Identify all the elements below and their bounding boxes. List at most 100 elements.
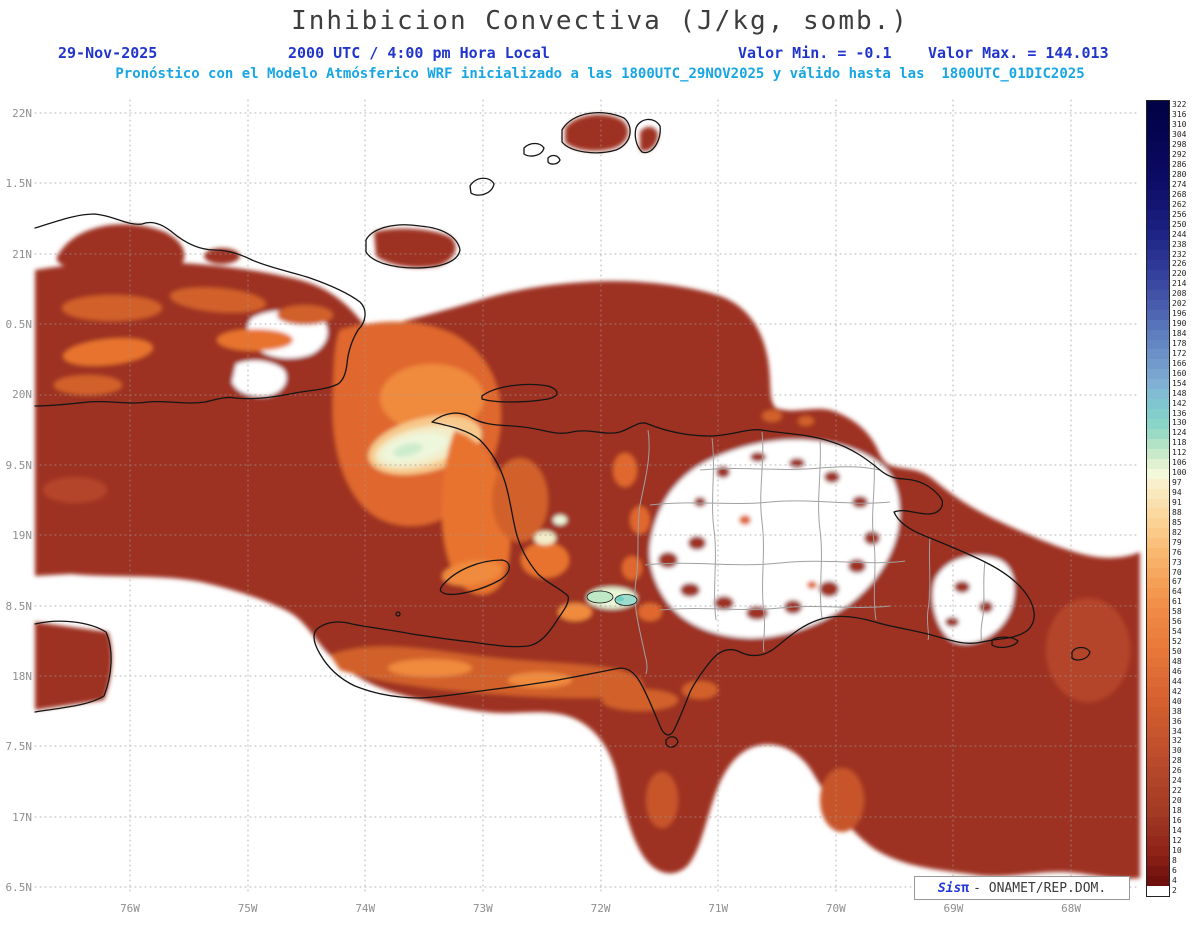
colorbar-tick-label: 196 [1172, 309, 1187, 319]
colorbar-tick-label: 100 [1172, 468, 1187, 478]
colorbar-cell [1147, 677, 1169, 688]
colorbar-tick-label: 280 [1172, 170, 1187, 180]
colorbar-tick-label: 106 [1172, 458, 1187, 468]
colorbar-tick-label: 97 [1172, 478, 1182, 488]
colorbar-cell [1147, 120, 1169, 131]
caicos-cay-1 [523, 142, 545, 157]
colorbar-tick-label: 136 [1172, 408, 1187, 418]
colorbar-cell [1147, 458, 1169, 469]
little-inagua-island [469, 177, 495, 196]
colorbar-tick-label: 214 [1172, 279, 1187, 289]
colorbar-tick-label: 82 [1172, 527, 1182, 537]
lat-tick-label: 7.5N [5, 740, 33, 754]
colorbar-cell [1147, 637, 1169, 648]
colorbar-cell [1147, 190, 1169, 201]
colorbar-cell [1147, 240, 1169, 251]
colorbar-tick-label: 61 [1172, 597, 1182, 607]
colorbar-cell [1147, 359, 1169, 370]
colorbar-tick-label: 14 [1172, 825, 1182, 835]
colorbar-cell [1147, 488, 1169, 499]
colorbar-cell [1147, 886, 1169, 896]
saona-island [991, 636, 1019, 648]
colorbar-cell [1147, 369, 1169, 380]
colorbar-tick-label: 46 [1172, 666, 1182, 676]
colorbar-cell [1147, 339, 1169, 350]
colorbar-cell [1147, 866, 1169, 877]
colorbar-cell [1147, 578, 1169, 588]
credit-org: - ONAMET/REP.DOM. [973, 880, 1107, 896]
colorbar-tick-label: 24 [1172, 776, 1182, 786]
colorbar-tick-label: 238 [1172, 239, 1187, 249]
colorbar-tick-label: 112 [1172, 448, 1187, 458]
colorbar-cell [1147, 349, 1169, 360]
colorbar-tick-label: 184 [1172, 329, 1187, 339]
beata-island [665, 736, 679, 748]
colorbar-cell [1147, 518, 1169, 529]
colorbar-tick-label: 304 [1172, 130, 1187, 140]
colorbar-cell [1147, 707, 1169, 718]
colorbar-tick-label: 26 [1172, 766, 1182, 776]
colorbar-tick-label: 310 [1172, 120, 1187, 130]
colorbar-cell [1147, 528, 1169, 539]
colorbar-cell [1147, 279, 1169, 290]
colorbar-tick-label: 38 [1172, 706, 1182, 716]
lat-tick-label: 0.5N [5, 318, 33, 332]
colorbar-tick-label: 58 [1172, 607, 1182, 617]
model-info-line: Pronóstico con el Modelo Atmósferico WRF… [115, 66, 1085, 82]
colorbar-tick-label: 148 [1172, 388, 1187, 398]
colorbar-cell [1147, 428, 1169, 439]
colorbar-tick-label: 262 [1172, 199, 1187, 209]
colorbar-cell [1147, 250, 1169, 260]
colorbar-cell [1147, 110, 1169, 121]
colorbar-tick-label: 44 [1172, 676, 1182, 686]
colorbar-cell [1147, 627, 1169, 638]
colorbar-cell [1147, 727, 1169, 737]
colorbar-tick-label: 70 [1172, 567, 1182, 577]
lat-tick-label: 1.5N [5, 177, 33, 191]
colorbar-tick-label: 91 [1172, 497, 1182, 507]
colorbar-cell [1147, 667, 1169, 678]
colorbar-cell [1147, 776, 1169, 787]
colorbar-tick-label: 208 [1172, 289, 1187, 299]
colorbar-cell [1147, 170, 1169, 181]
lon-tick-label: 71W [708, 902, 729, 915]
colorbar-cell [1147, 220, 1169, 231]
colorbar-cell [1147, 806, 1169, 817]
colorbar-tick-label: 36 [1172, 716, 1182, 726]
colorbar-tick-label: 22 [1172, 786, 1182, 796]
colorbar-tick-label: 316 [1172, 110, 1187, 120]
colorbar-cell [1147, 836, 1169, 847]
lat-tick-label: 21N [12, 247, 32, 261]
lat-tick-label: 6.5N [5, 880, 33, 894]
colorbar-tick-label: 256 [1172, 209, 1187, 219]
colorbar-cell [1147, 140, 1169, 151]
lon-tick-label: 68W [1061, 902, 1081, 915]
page-title: Inhibicion Convectiva (J/kg, somb.) [291, 6, 909, 36]
credit-pi-symbol: π [961, 880, 970, 896]
colorbar-cell [1147, 558, 1169, 569]
colorbar-tick-label: 232 [1172, 249, 1187, 259]
colorbar-tick-label: 268 [1172, 189, 1187, 199]
colorbar-tick-label: 118 [1172, 438, 1187, 448]
colorbar-cell [1147, 508, 1169, 519]
lake-azuei [586, 590, 614, 604]
colorbar-tick-label: 52 [1172, 637, 1182, 647]
colorbar-cell [1147, 746, 1169, 757]
colorbar-cell [1147, 657, 1169, 668]
colorbar-cell [1147, 826, 1169, 837]
colorbar-tick-label: 30 [1172, 746, 1182, 756]
colorbar-tick-label: 274 [1172, 179, 1187, 189]
lon-tick-label: 74W [355, 902, 376, 915]
colorbar-tick-label: 18 [1172, 806, 1182, 816]
colorbar-cell [1147, 419, 1169, 429]
colorbar-cell [1147, 468, 1169, 479]
lat-tick-label: 18N [12, 669, 32, 683]
mona-island [1071, 646, 1091, 661]
great-inagua-island [365, 224, 461, 269]
colorbar-cell [1147, 697, 1169, 708]
colorbar-cell [1147, 568, 1169, 578]
colorbar-tick-label: 12 [1172, 835, 1182, 845]
colorbar-tick-label: 34 [1172, 726, 1182, 736]
colorbar-cell [1147, 438, 1169, 449]
lon-tick-label: 73W [472, 902, 493, 915]
